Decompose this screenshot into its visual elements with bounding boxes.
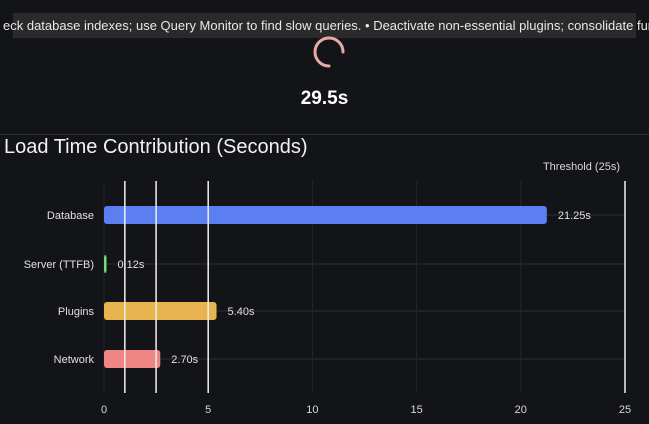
reference-line-label: Threshold (25s) [543, 161, 620, 173]
x-tick-label: 10 [306, 404, 318, 416]
bar-network [104, 350, 161, 368]
loading-spinner-icon [313, 36, 345, 68]
recommendation-banner [13, 13, 636, 38]
y-category-label: Database [47, 210, 94, 222]
divider [0, 134, 649, 135]
x-tick-label: 20 [515, 404, 527, 416]
bar-plugins [104, 302, 217, 320]
chart-title: Load Time Contribution (Seconds) [4, 136, 308, 158]
data-label: 5.40s [228, 306, 255, 318]
y-category-label: Network [54, 354, 95, 366]
load-time-bar-chart: 0 5 10 15 20 25 Database 21.25s Server (TTFB) 0.1… [24, 161, 631, 416]
x-tick-label: 25 [619, 404, 631, 416]
data-label: 0.12s [118, 259, 145, 271]
y-category-label: Server (TTFB) [24, 259, 94, 271]
x-tick-label: 0 [101, 404, 107, 416]
data-label: 21.25s [558, 210, 592, 222]
recommendation-text: eck database indexes; use Query Monitor … [3, 18, 649, 33]
bar-database [104, 206, 547, 224]
x-tick-label: 5 [205, 404, 211, 416]
total-load-time: 29.5s [300, 88, 349, 109]
bar-server-ttfb- [104, 255, 107, 273]
data-label: 2.70s [171, 354, 198, 366]
x-tick-label: 15 [410, 404, 422, 416]
y-category-label: Plugins [58, 306, 95, 318]
